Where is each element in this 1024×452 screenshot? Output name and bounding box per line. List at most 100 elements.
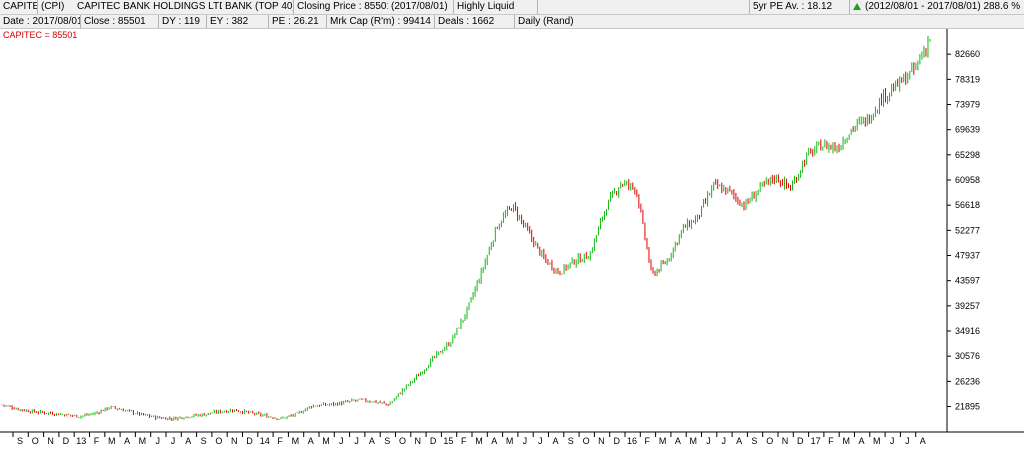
- x-tick-label: J: [155, 436, 160, 446]
- info-bar-bottom: Date : 2017/08/01 Close : 85501 DY : 119…: [0, 15, 1024, 29]
- dy-field: DY : 119: [159, 15, 207, 28]
- x-tick-label: M: [475, 436, 483, 446]
- x-tick-label: D: [613, 436, 620, 446]
- x-tick-label: O: [583, 436, 590, 446]
- x-tick-label: J: [722, 436, 727, 446]
- y-tick-label: 30576: [955, 351, 980, 361]
- y-tick-label: 21895: [955, 402, 980, 412]
- x-tick-label: J: [523, 436, 528, 446]
- x-tick-label: 14: [260, 436, 270, 446]
- x-tick-label: N: [231, 436, 238, 446]
- series-label: CAPITEC = 85501: [3, 30, 78, 40]
- x-tick-label: J: [171, 436, 176, 446]
- x-tick-label: A: [185, 436, 191, 446]
- x-tick-label: S: [384, 436, 390, 446]
- x-tick-label: N: [415, 436, 422, 446]
- x-tick-label: 16: [627, 436, 637, 446]
- period-change: (2012/08/01 - 2017/08/01) 288.6 %: [850, 0, 1024, 14]
- x-tick-label: S: [17, 436, 23, 446]
- x-tick-label: F: [94, 436, 100, 446]
- y-tick-label: 43597: [955, 276, 980, 286]
- x-tick-label: M: [842, 436, 850, 446]
- y-tick-label: 26236: [955, 376, 980, 386]
- x-tick-label: F: [461, 436, 467, 446]
- x-tick-label: O: [32, 436, 39, 446]
- x-tick-label: S: [751, 436, 757, 446]
- y-tick-label: 69639: [955, 125, 980, 135]
- closing-date: (2017/08/01): [388, 0, 454, 14]
- x-tick-label: A: [552, 436, 558, 446]
- spacer-cell: [538, 0, 750, 14]
- company-name: CAPITEC BANK HOLDINGS LTD.: [77, 1, 222, 12]
- x-tick-label: A: [308, 436, 314, 446]
- x-tick-label: A: [491, 436, 497, 446]
- price-chart-svg: 21895 26236 30576 34916 39257 43597 47937 52277…: [0, 29, 1024, 446]
- x-tick-label: D: [63, 436, 70, 446]
- x-tick-label: F: [277, 436, 283, 446]
- x-tick-label: M: [139, 436, 147, 446]
- x-tick-label: A: [736, 436, 742, 446]
- x-tick-label: J: [538, 436, 543, 446]
- x-tick-label: N: [598, 436, 605, 446]
- ey-field: EY : 382: [207, 15, 269, 28]
- y-tick-label: 60958: [955, 175, 980, 185]
- period-change-value: 288.6 %: [983, 1, 1021, 12]
- x-tick-label: S: [201, 436, 207, 446]
- frequency-field: Daily (Rand): [518, 16, 574, 27]
- y-tick-label: 39257: [955, 301, 980, 311]
- y-tick-label: 34916: [955, 326, 980, 336]
- x-tick-label: J: [890, 436, 895, 446]
- liquidity-label: Highly Liquid: [454, 0, 538, 14]
- y-tick-label: 65298: [955, 150, 980, 160]
- x-tick-label: M: [689, 436, 697, 446]
- x-tick-label: N: [782, 436, 789, 446]
- date-field: Date : 2017/08/01: [0, 15, 81, 28]
- x-tick-label: 17: [811, 436, 821, 446]
- x-tick-label: F: [645, 436, 651, 446]
- price-chart: 21895 26236 30576 34916 39257 43597 47937 52277…: [0, 29, 1024, 449]
- x-tick-label: M: [873, 436, 881, 446]
- x-tick-label: F: [828, 436, 834, 446]
- deals-field: Deals : 1662: [435, 15, 515, 28]
- x-tick-label: J: [339, 436, 344, 446]
- x-tick-label: O: [215, 436, 222, 446]
- y-tick-label: 78319: [955, 74, 980, 84]
- x-tick-label: O: [766, 436, 773, 446]
- y-tick-label: 47937: [955, 251, 980, 261]
- x-tick-label: O: [399, 436, 406, 446]
- y-tick-label: 56618: [955, 200, 980, 210]
- x-tick-label: D: [797, 436, 804, 446]
- x-tick-label: A: [920, 436, 926, 446]
- x-tick-label: D: [246, 436, 253, 446]
- x-tick-label: N: [47, 436, 54, 446]
- x-tick-label: A: [858, 436, 864, 446]
- x-tick-label: M: [659, 436, 667, 446]
- pe-field: PE : 26.21: [269, 15, 327, 28]
- x-tick-label: M: [292, 436, 300, 446]
- x-tick-label: J: [905, 436, 910, 446]
- info-bar-top: CAPITEC (CPI) CAPITEC BANK HOLDINGS LTD.…: [0, 0, 1024, 15]
- y-tick-label: 52277: [955, 225, 980, 235]
- x-tick-label: A: [369, 436, 375, 446]
- sector-label: BANK (TOP 40): [222, 0, 294, 14]
- x-tick-label: J: [706, 436, 711, 446]
- period-range: (2012/08/01 - 2017/08/01): [865, 1, 981, 12]
- x-tick-label: A: [675, 436, 681, 446]
- x-tick-label: M: [506, 436, 514, 446]
- x-tick-label: 13: [76, 436, 86, 446]
- stock-code: CAPITEC: [0, 0, 38, 14]
- x-tick-label: S: [568, 436, 574, 446]
- closing-price: Closing Price : 85501: [297, 1, 388, 12]
- x-tick-label: D: [430, 436, 437, 446]
- y-tick-label: 73979: [955, 100, 980, 110]
- arrow-up-icon: [853, 2, 861, 10]
- pe-average: 5yr PE Av. : 18.12: [750, 0, 850, 14]
- x-tick-label: 15: [443, 436, 453, 446]
- stock-ticker: (CPI): [41, 1, 65, 12]
- y-tick-label: 82660: [955, 49, 980, 59]
- x-tick-label: A: [124, 436, 130, 446]
- x-tick-label: J: [354, 436, 359, 446]
- x-tick-label: M: [108, 436, 116, 446]
- x-tick-label: M: [322, 436, 330, 446]
- close-field: Close : 85501: [81, 15, 159, 28]
